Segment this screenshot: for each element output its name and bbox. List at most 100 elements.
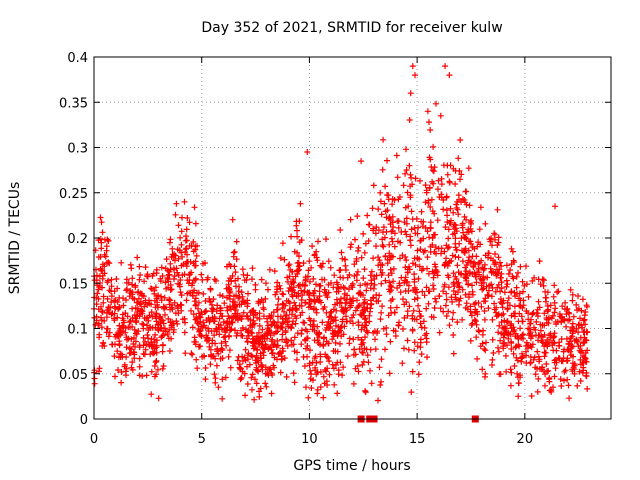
data-point (181, 271, 188, 278)
data-point (279, 320, 286, 327)
data-point (440, 206, 447, 213)
data-point (455, 254, 462, 261)
data-point (469, 291, 476, 298)
y-tick-label: 0.25 (59, 187, 88, 202)
data-point (526, 332, 533, 339)
data-point (450, 350, 457, 357)
data-point (377, 261, 384, 268)
data-point (404, 189, 411, 196)
data-point (474, 243, 481, 250)
data-point (421, 292, 428, 299)
data-point (445, 308, 452, 315)
data-point (134, 289, 141, 296)
data-point (229, 273, 236, 279)
data-point (99, 261, 106, 268)
data-point (534, 306, 541, 313)
data-point (422, 182, 429, 189)
data-point (382, 277, 389, 284)
data-point (126, 345, 133, 352)
data-point (120, 324, 127, 331)
data-point (190, 311, 197, 318)
data-point (139, 373, 146, 380)
data-point (226, 315, 233, 322)
data-point (347, 318, 354, 325)
data-point (171, 251, 178, 258)
data-point (373, 243, 379, 250)
data-point (152, 331, 159, 338)
data-point (452, 291, 459, 298)
data-point (490, 350, 497, 356)
data-point (321, 304, 328, 310)
data-point (459, 258, 466, 265)
data-point (232, 307, 239, 313)
data-point (287, 266, 294, 273)
data-point (317, 369, 324, 375)
data-point (363, 346, 370, 353)
data-point (133, 317, 140, 324)
data-point (262, 364, 269, 371)
data-point (134, 254, 141, 261)
data-point (358, 312, 365, 319)
data-point (395, 224, 402, 231)
data-point (126, 319, 133, 325)
data-point (386, 214, 393, 221)
data-point (463, 268, 470, 275)
data-point (98, 239, 105, 246)
data-point (553, 347, 560, 354)
data-point (304, 353, 311, 360)
data-point (144, 273, 150, 279)
data-point (583, 329, 590, 336)
data-point (575, 293, 581, 299)
data-point (542, 349, 548, 356)
data-point (337, 295, 344, 302)
data-point (332, 301, 338, 308)
data-point (561, 368, 568, 375)
data-point (242, 299, 248, 306)
data-point (285, 262, 292, 269)
data-point (316, 283, 323, 289)
data-point (396, 194, 403, 200)
data-point (267, 332, 274, 339)
data-point (337, 227, 344, 233)
data-point (373, 224, 380, 231)
data-point (570, 353, 576, 360)
data-point (466, 269, 473, 276)
data-point (464, 306, 471, 313)
data-point (291, 379, 298, 386)
data-point (330, 333, 337, 340)
data-point (202, 365, 209, 371)
data-point (191, 334, 198, 341)
data-point (137, 272, 144, 278)
data-point (409, 216, 416, 223)
data-point (350, 336, 357, 343)
data-point (282, 329, 289, 336)
data-point (373, 292, 380, 298)
data-point (241, 354, 248, 361)
data-point (388, 270, 395, 277)
data-point (516, 290, 523, 297)
data-point (212, 375, 219, 382)
data-point (402, 228, 409, 235)
data-point (326, 314, 333, 321)
data-point (440, 197, 447, 203)
data-point (210, 296, 217, 303)
data-point (210, 306, 217, 313)
data-point (183, 237, 190, 244)
data-point (294, 270, 301, 277)
data-point (462, 291, 469, 298)
data-point (516, 302, 523, 309)
data-point (375, 254, 382, 261)
data-point (351, 261, 358, 268)
data-point (115, 306, 122, 313)
data-point (482, 370, 489, 377)
data-point (339, 316, 346, 323)
data-point (342, 262, 349, 269)
data-point (511, 259, 518, 266)
data-point (108, 283, 115, 290)
data-point (404, 337, 411, 344)
data-point (221, 300, 228, 307)
data-point (202, 308, 209, 315)
data-point (98, 245, 105, 252)
data-point (573, 325, 580, 332)
data-point (569, 343, 576, 350)
